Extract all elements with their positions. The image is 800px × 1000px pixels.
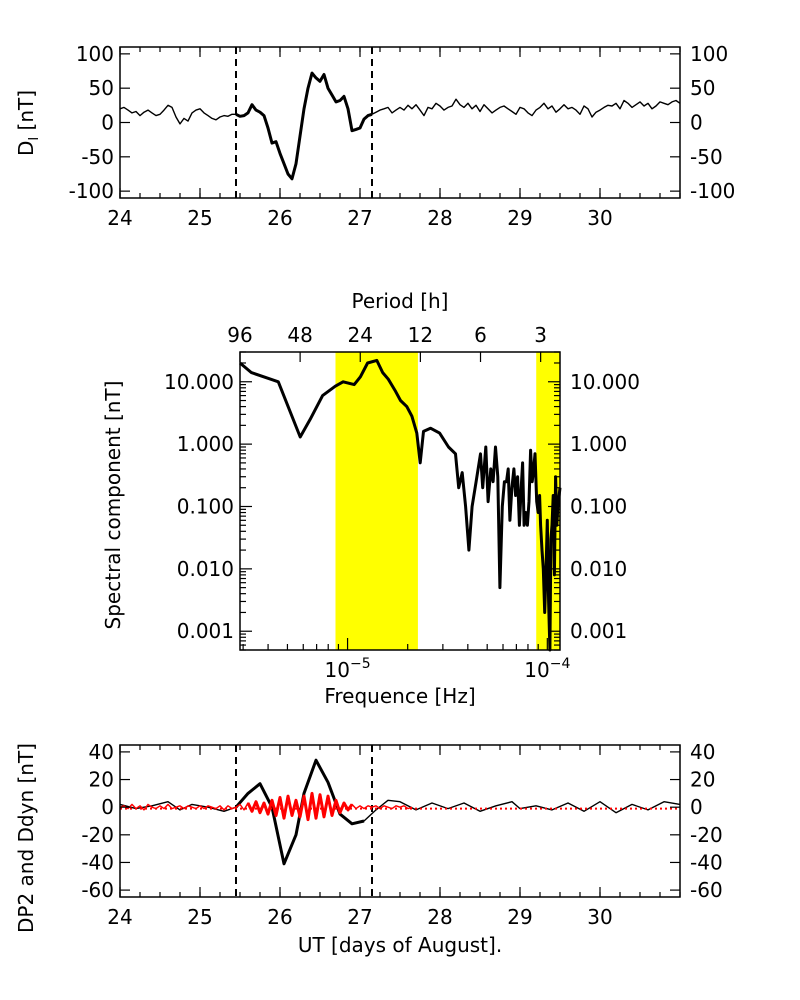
spectrum-ylabel: Spectral component [nT] bbox=[101, 381, 125, 630]
spectrum-xtick-exponent: −5 bbox=[350, 656, 371, 672]
dp2-ytick-label-right: -60 bbox=[690, 878, 723, 902]
panel-di: 24 25 26 27 28 29 30 100 100 50 50 0 0 -50 -50 -100 -100… bbox=[14, 42, 735, 230]
di-axes-frame bbox=[119, 46, 681, 199]
dp2-ytick-label: 40 bbox=[89, 740, 114, 764]
spectrum-ticks: 10.000 10.000 1.000 1.000 0.100 0.100 0.010 0.0… bbox=[164, 323, 640, 682]
dp2-red-event-segment bbox=[246, 791, 354, 822]
dp2-ytick-label: 20 bbox=[89, 768, 114, 792]
di-ylabel: DI [nT] bbox=[14, 90, 42, 156]
dp2-xtick-label: 25 bbox=[187, 905, 212, 929]
panel-spectrum: 10.000 10.000 1.000 1.000 0.100 0.100 0.010 0.0… bbox=[101, 289, 640, 708]
spectrum-ytick-label: 1.000 bbox=[177, 432, 234, 456]
spectrum-ytick-label-right: 0.001 bbox=[570, 619, 627, 643]
di-ytick-label: 0 bbox=[101, 111, 114, 135]
di-xtick-label: 29 bbox=[507, 206, 532, 230]
di-ytick-label: 50 bbox=[89, 76, 114, 100]
di-xtick-label: 24 bbox=[107, 206, 132, 230]
dp2-ytick-label-right: 0 bbox=[690, 795, 703, 819]
dp2-xlabel: UT [days of August]. bbox=[298, 933, 502, 957]
dp2-ytick-label-right: -20 bbox=[690, 823, 723, 847]
di-data-layer bbox=[119, 47, 681, 198]
spectrum-xtick-base: 10 bbox=[325, 658, 350, 682]
di-ytick-label-right: 50 bbox=[690, 76, 715, 100]
di-ytick-label: -50 bbox=[81, 145, 114, 169]
spectrum-series-line bbox=[239, 358, 562, 652]
di-xtick-label: 26 bbox=[267, 206, 292, 230]
dp2-data-layer bbox=[119, 745, 681, 897]
dp2-ytick-label: -60 bbox=[81, 878, 114, 902]
di-xtick-label: 30 bbox=[587, 206, 612, 230]
spectrum-xtick-base: 10 bbox=[524, 658, 549, 682]
dp2-xtick-label: 24 bbox=[107, 905, 132, 929]
spectrum-axes-frame bbox=[239, 351, 561, 651]
di-ytick-label: -100 bbox=[69, 179, 114, 203]
dp2-xtick-label: 27 bbox=[347, 905, 372, 929]
spectrum-xlabel: Frequence [Hz] bbox=[324, 684, 475, 708]
spectrum-xtick-label: 10−5 bbox=[325, 656, 371, 682]
spectrum-period-tick-label: 48 bbox=[287, 323, 312, 347]
spectrum-period-tick-label: 3 bbox=[534, 323, 547, 347]
spectrum-period-tick-label: 24 bbox=[348, 323, 373, 347]
spectrum-period-tick-label: 12 bbox=[408, 323, 433, 347]
di-ytick-label-right: -100 bbox=[690, 179, 735, 203]
dp2-xtick-label: 29 bbox=[507, 905, 532, 929]
spectrum-ytick-label-right: 10.000 bbox=[570, 370, 640, 394]
dp2-ylabel: DP2 and Ddyn [nT] bbox=[14, 743, 38, 933]
spectrum-highlight-band bbox=[335, 352, 418, 650]
spectrum-shaded-bands bbox=[335, 352, 560, 650]
dp2-ytick-label: 0 bbox=[101, 795, 114, 819]
di-ytick-label: 100 bbox=[76, 42, 114, 66]
dp2-ytick-label-right: -40 bbox=[690, 850, 723, 874]
spectrum-period-tick-label: 96 bbox=[227, 323, 252, 347]
spectrum-ytick-label: 0.100 bbox=[177, 494, 234, 518]
spectrum-ytick-label-right: 0.010 bbox=[570, 557, 627, 581]
spectrum-ytick-label-right: 1.000 bbox=[570, 432, 627, 456]
di-event-segment bbox=[235, 71, 373, 181]
di-series-line bbox=[119, 72, 681, 180]
dp2-ticks: 24 25 26 27 28 29 30 40 40 20 20 0 0 -20 -20 -40 -40 -60 -… bbox=[81, 740, 722, 929]
panel-dp2-ddyn: 24 25 26 27 28 29 30 40 40 20 20 0 0 -20 -20 -40 -40 -60 -… bbox=[14, 740, 723, 957]
di-xtick-label: 28 bbox=[427, 206, 452, 230]
spectrum-ytick-label: 0.010 bbox=[177, 557, 234, 581]
spectrum-period-label: Period [h] bbox=[351, 289, 448, 313]
spectrum-xtick-exponent: −4 bbox=[550, 656, 571, 672]
spectrum-ytick-label-right: 0.100 bbox=[570, 494, 627, 518]
dp2-xtick-label: 30 bbox=[587, 905, 612, 929]
di-xtick-label: 25 bbox=[187, 206, 212, 230]
dp2-xtick-label: 28 bbox=[427, 905, 452, 929]
spectrum-ytick-label: 10.000 bbox=[164, 370, 234, 394]
dp2-ytick-label: -40 bbox=[81, 850, 114, 874]
spectrum-data-layer bbox=[239, 358, 562, 652]
di-ytick-label-right: 100 bbox=[690, 42, 728, 66]
spectrum-xtick-label: 10−4 bbox=[524, 656, 570, 682]
di-ytick-label-right: 0 bbox=[690, 111, 703, 135]
di-ticks: 24 25 26 27 28 29 30 100 100 50 50 0 0 -50 -50 -100 -100 bbox=[69, 42, 736, 230]
di-ytick-label-right: -50 bbox=[690, 145, 723, 169]
spectrum-ytick-label: 0.001 bbox=[177, 619, 234, 643]
dp2-ytick-label-right: 20 bbox=[690, 768, 715, 792]
di-xtick-label: 27 bbox=[347, 206, 372, 230]
spectrum-period-tick-label: 6 bbox=[474, 323, 487, 347]
dp2-ytick-label: -20 bbox=[81, 823, 114, 847]
dp2-ytick-label-right: 40 bbox=[690, 740, 715, 764]
dp2-xtick-label: 26 bbox=[267, 905, 292, 929]
dp2-series-line bbox=[119, 759, 681, 865]
dp2-axes-frame bbox=[119, 744, 681, 898]
